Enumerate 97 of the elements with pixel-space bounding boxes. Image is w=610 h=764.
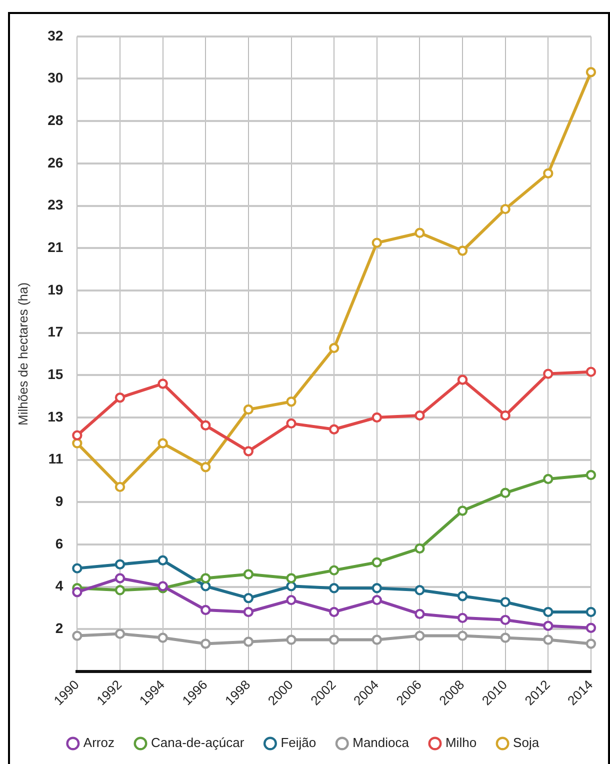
- point: [243, 636, 254, 647]
- point: [372, 583, 382, 594]
- point: [586, 622, 596, 633]
- point: [286, 573, 296, 584]
- point: [457, 246, 468, 256]
- legend-label: Soja: [513, 735, 540, 750]
- point: [586, 470, 596, 480]
- point: [114, 392, 126, 403]
- point: [414, 585, 425, 596]
- point: [543, 620, 554, 631]
- y-tick-label: 4: [55, 578, 64, 594]
- point: [114, 559, 126, 570]
- point: [586, 67, 596, 78]
- legend-label: Feijão: [280, 735, 316, 750]
- point: [72, 563, 82, 574]
- point: [500, 614, 510, 626]
- point: [286, 396, 296, 407]
- point: [200, 420, 211, 431]
- y-axis-title: Milhões de hectares (ha): [15, 282, 30, 426]
- y-tick-label: 32: [48, 27, 64, 44]
- y-tick-label: 11: [48, 450, 64, 467]
- point: [243, 606, 254, 618]
- point: [243, 592, 254, 604]
- point: [543, 606, 554, 618]
- point: [500, 204, 510, 214]
- point: [114, 482, 126, 492]
- point: [243, 569, 254, 580]
- point: [372, 594, 382, 606]
- point: [500, 632, 510, 643]
- point: [243, 446, 254, 456]
- point: [372, 412, 382, 423]
- point: [414, 543, 425, 554]
- point: [457, 630, 468, 641]
- point: [286, 581, 296, 592]
- point: [328, 606, 340, 618]
- point: [72, 630, 82, 641]
- point: [500, 410, 510, 421]
- y-tick-label: 13: [48, 408, 64, 424]
- legend-label: Mandioca: [352, 735, 410, 750]
- point: [158, 555, 168, 566]
- point: [500, 596, 510, 608]
- point: [500, 488, 510, 498]
- y-tick-label: 26: [48, 154, 64, 170]
- point: [543, 634, 554, 645]
- point: [586, 638, 596, 649]
- point: [72, 430, 82, 440]
- point: [414, 410, 425, 421]
- point: [372, 557, 382, 568]
- point: [114, 573, 126, 584]
- y-tick-label: 21: [48, 238, 64, 255]
- point: [114, 585, 126, 596]
- point: [586, 606, 596, 618]
- legend-label: Arroz: [83, 735, 114, 750]
- point: [72, 438, 82, 448]
- y-tick-label: 19: [48, 281, 64, 298]
- y-tick-label: 23: [48, 196, 64, 213]
- point: [200, 638, 211, 649]
- point: [286, 594, 296, 606]
- point: [200, 581, 211, 592]
- point: [328, 342, 340, 354]
- legend-label: Cana-de-açúcar: [150, 735, 245, 750]
- point: [457, 612, 468, 624]
- point: [328, 565, 340, 576]
- point: [328, 424, 340, 434]
- point: [158, 438, 168, 448]
- point: [414, 630, 425, 641]
- point: [158, 632, 168, 643]
- point: [372, 238, 382, 248]
- point: [543, 474, 554, 484]
- point: [328, 583, 340, 594]
- point: [114, 628, 126, 639]
- point: [457, 374, 468, 385]
- point: [243, 404, 254, 415]
- point: [328, 634, 340, 645]
- point: [200, 604, 211, 616]
- y-tick-label: 6: [55, 535, 64, 552]
- point: [414, 608, 425, 620]
- y-tick-label: 30: [48, 70, 64, 86]
- point: [286, 418, 296, 429]
- y-tick-label: 9: [55, 493, 64, 510]
- y-tick-label: 17: [48, 324, 64, 340]
- point: [158, 378, 168, 389]
- y-tick-label: 28: [48, 112, 64, 128]
- point: [414, 228, 425, 238]
- point: [200, 462, 211, 472]
- point: [372, 634, 382, 645]
- point: [457, 591, 468, 602]
- point: [543, 168, 554, 178]
- point: [72, 587, 82, 598]
- y-tick-label: 15: [48, 366, 64, 382]
- point: [200, 573, 211, 584]
- point: [586, 366, 596, 377]
- point: [543, 368, 554, 379]
- point: [457, 506, 468, 516]
- y-tick-label: 2: [55, 620, 64, 636]
- legend-label: Milho: [445, 735, 477, 750]
- point: [286, 634, 296, 645]
